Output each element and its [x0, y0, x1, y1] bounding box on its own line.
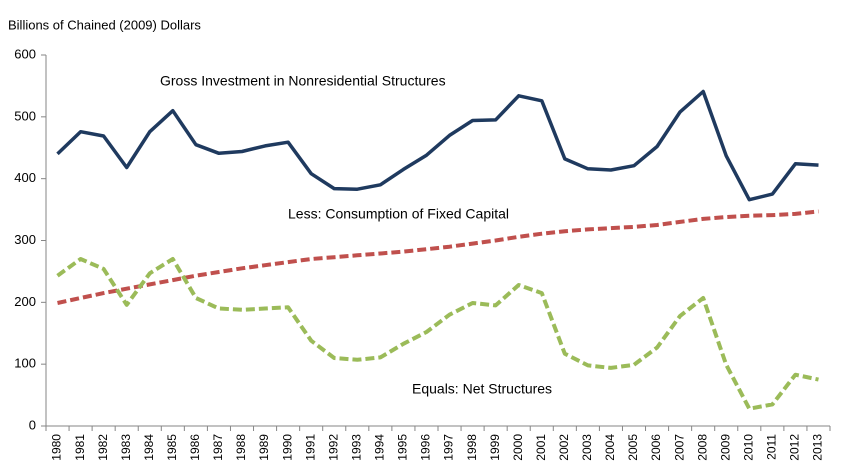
series-line — [57, 209, 819, 305]
x-tick-label: 1996 — [419, 434, 433, 461]
x-tick-label: 1982 — [96, 434, 110, 461]
x-tick-label: 1991 — [303, 434, 317, 461]
series-line — [56, 257, 819, 411]
y-tick-label: 200 — [14, 294, 36, 309]
x-tick-label: 2003 — [580, 434, 594, 461]
x-tick-label: 1999 — [488, 434, 502, 461]
y-tick-label: 100 — [14, 356, 36, 371]
x-tick-label: 1985 — [165, 434, 179, 461]
x-tick-label: 2006 — [649, 434, 663, 461]
x-tick-label: 1993 — [349, 434, 363, 461]
x-tick-label: 1986 — [188, 434, 202, 461]
x-tick-label: 1994 — [373, 434, 387, 461]
x-tick-label: 2005 — [626, 434, 640, 461]
x-tick-label: 1983 — [119, 434, 133, 461]
x-tick-label: 1984 — [142, 434, 156, 461]
x-tick-label: 1997 — [442, 434, 456, 461]
x-tick-label: 1995 — [396, 434, 410, 461]
x-tick-label: 1987 — [211, 434, 225, 461]
x-tick-label: 2000 — [511, 434, 525, 461]
x-tick-label: 1992 — [326, 434, 340, 461]
x-tick-label: 1981 — [73, 434, 87, 461]
y-tick-label: 600 — [14, 46, 36, 61]
x-tick-label: 2001 — [534, 434, 548, 461]
series-label: Less: Consumption of Fixed Capital — [288, 206, 509, 222]
x-tick-label: 2013 — [811, 434, 825, 461]
x-tick-label: 1989 — [257, 434, 271, 461]
x-tick-label: 2009 — [718, 434, 732, 461]
x-tick-label: 1998 — [465, 434, 479, 461]
y-tick-label: 300 — [14, 232, 36, 247]
y-axis-label: Billions of Chained (2009) Dollars — [8, 17, 201, 32]
y-tick-label: 400 — [14, 170, 36, 185]
x-tick-label: 2008 — [695, 434, 709, 461]
y-tick-label: 0 — [29, 417, 36, 432]
y-tick-label: 500 — [14, 108, 36, 123]
x-tick-label: 1988 — [234, 434, 248, 461]
series-line — [56, 89, 819, 202]
x-tick-label: 1990 — [280, 434, 294, 461]
x-tick-label: 2011 — [765, 434, 779, 460]
series-label: Equals: Net Structures — [412, 381, 552, 397]
series-label: Gross Investment in Nonresidential Struc… — [160, 73, 446, 89]
x-tick-label: 2012 — [788, 434, 802, 461]
x-tick-label: 2010 — [741, 434, 755, 461]
x-tick-label: 2007 — [672, 434, 686, 461]
x-tick-label: 1980 — [50, 434, 64, 461]
x-tick-label: 2002 — [557, 434, 571, 461]
x-tick-label: 2004 — [603, 434, 617, 461]
